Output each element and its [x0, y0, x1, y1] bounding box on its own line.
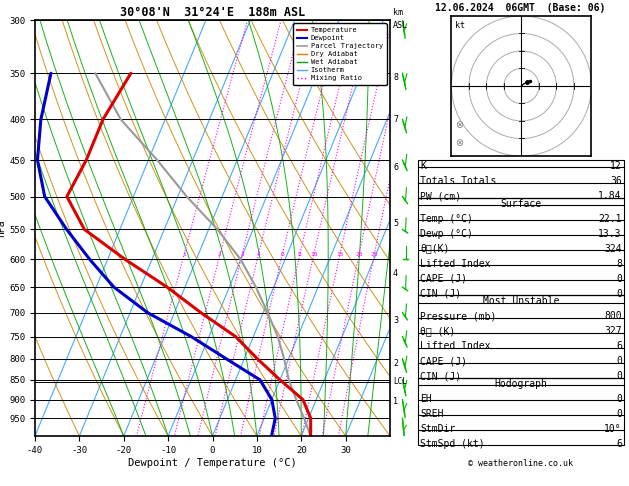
- Text: CAPE (J): CAPE (J): [420, 274, 467, 283]
- Text: Lifted Index: Lifted Index: [420, 341, 491, 351]
- Text: SREH: SREH: [420, 409, 443, 418]
- Legend: Temperature, Dewpoint, Parcel Trajectory, Dry Adiabat, Wet Adiabat, Isotherm, Mi: Temperature, Dewpoint, Parcel Trajectory…: [294, 23, 387, 85]
- Text: 1: 1: [393, 397, 398, 406]
- Text: 10°: 10°: [604, 423, 622, 434]
- Text: 327: 327: [604, 326, 622, 336]
- Text: © weatheronline.co.uk: © weatheronline.co.uk: [468, 459, 573, 468]
- Text: Temp (°C): Temp (°C): [420, 213, 473, 224]
- Text: EH: EH: [420, 394, 431, 403]
- Text: 22.1: 22.1: [598, 213, 622, 224]
- Text: CAPE (J): CAPE (J): [420, 356, 467, 366]
- Text: $\otimes$: $\otimes$: [455, 119, 464, 130]
- Text: 0: 0: [616, 274, 622, 283]
- Text: Dewp (°C): Dewp (°C): [420, 228, 473, 239]
- Text: LCL: LCL: [393, 377, 407, 386]
- Text: 8: 8: [616, 259, 622, 268]
- Text: Most Unstable: Most Unstable: [482, 296, 559, 306]
- Text: 10: 10: [310, 252, 318, 258]
- Text: 2: 2: [218, 252, 222, 258]
- Text: 3: 3: [393, 315, 398, 325]
- Text: 7: 7: [393, 115, 398, 124]
- Text: 3: 3: [240, 252, 244, 258]
- Text: 15: 15: [336, 252, 343, 258]
- Text: 12: 12: [610, 161, 622, 171]
- Text: Surface: Surface: [500, 198, 542, 208]
- Text: CIN (J): CIN (J): [420, 371, 461, 381]
- Text: 6: 6: [616, 341, 622, 351]
- Text: 4: 4: [393, 269, 398, 278]
- Text: 0: 0: [616, 356, 622, 366]
- Text: StmDir: StmDir: [420, 423, 455, 434]
- Text: kt: kt: [455, 21, 465, 30]
- Text: 8: 8: [298, 252, 302, 258]
- Text: Hodograph: Hodograph: [494, 379, 547, 388]
- X-axis label: Dewpoint / Temperature (°C): Dewpoint / Temperature (°C): [128, 457, 297, 468]
- Text: 2: 2: [393, 359, 398, 368]
- Text: 25: 25: [370, 252, 378, 258]
- Text: 36: 36: [610, 176, 622, 186]
- Text: CIN (J): CIN (J): [420, 289, 461, 298]
- Text: 1: 1: [182, 252, 186, 258]
- Text: 4: 4: [257, 252, 260, 258]
- Text: StmSpd (kt): StmSpd (kt): [420, 438, 484, 449]
- Text: θᴇ(K): θᴇ(K): [420, 243, 449, 254]
- Text: 6: 6: [281, 252, 284, 258]
- Text: 6: 6: [393, 163, 398, 172]
- Text: K: K: [420, 161, 426, 171]
- Text: 13.3: 13.3: [598, 228, 622, 239]
- Text: 0: 0: [616, 371, 622, 381]
- Text: 6: 6: [616, 438, 622, 449]
- Text: 8: 8: [393, 73, 398, 82]
- Text: PW (cm): PW (cm): [420, 191, 461, 201]
- Text: 324: 324: [604, 243, 622, 254]
- Text: 20: 20: [355, 252, 363, 258]
- Text: Lifted Index: Lifted Index: [420, 259, 491, 268]
- Text: θᴇ (K): θᴇ (K): [420, 326, 455, 336]
- Text: 0: 0: [616, 409, 622, 418]
- Text: km: km: [393, 8, 403, 17]
- Text: 0: 0: [616, 289, 622, 298]
- Text: 800: 800: [604, 311, 622, 321]
- Text: 1.84: 1.84: [598, 191, 622, 201]
- Title: 30°08'N  31°24'E  188m ASL: 30°08'N 31°24'E 188m ASL: [120, 6, 305, 19]
- Text: Totals Totals: Totals Totals: [420, 176, 496, 186]
- Text: $\otimes$: $\otimes$: [455, 137, 464, 147]
- Text: Pressure (mb): Pressure (mb): [420, 311, 496, 321]
- Text: 0: 0: [616, 394, 622, 403]
- Text: 12.06.2024  06GMT  (Base: 06): 12.06.2024 06GMT (Base: 06): [435, 3, 606, 13]
- Y-axis label: hPa: hPa: [0, 219, 6, 237]
- Text: 5: 5: [393, 219, 398, 227]
- Text: ASL: ASL: [393, 21, 408, 30]
